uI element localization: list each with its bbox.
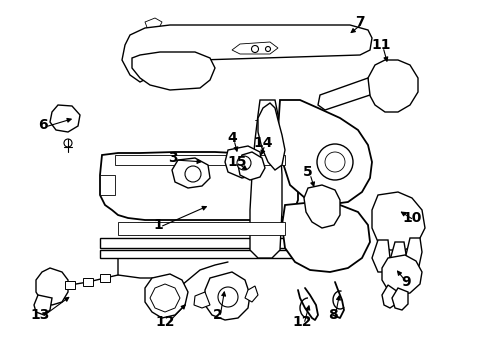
Polygon shape	[406, 238, 422, 268]
Polygon shape	[382, 255, 422, 295]
Text: 6: 6	[38, 118, 48, 132]
Polygon shape	[372, 192, 425, 250]
Polygon shape	[36, 268, 68, 305]
Polygon shape	[132, 52, 215, 90]
Polygon shape	[100, 238, 298, 248]
Polygon shape	[83, 278, 93, 286]
Polygon shape	[368, 60, 418, 112]
Text: 11: 11	[371, 38, 391, 52]
Text: 3: 3	[168, 151, 178, 165]
Circle shape	[64, 139, 72, 147]
Polygon shape	[100, 274, 110, 282]
Circle shape	[218, 287, 238, 307]
Polygon shape	[172, 158, 210, 188]
Polygon shape	[258, 103, 285, 170]
Text: 13: 13	[30, 308, 49, 322]
Polygon shape	[122, 25, 372, 82]
Polygon shape	[115, 155, 285, 165]
Text: 10: 10	[402, 211, 422, 225]
Text: 15: 15	[227, 155, 247, 169]
Text: 7: 7	[355, 15, 365, 29]
Text: 14: 14	[253, 136, 273, 150]
Circle shape	[266, 46, 270, 51]
Polygon shape	[390, 242, 407, 275]
Circle shape	[251, 45, 259, 53]
Polygon shape	[194, 292, 210, 308]
Text: 12: 12	[155, 315, 175, 329]
Polygon shape	[250, 100, 282, 258]
Polygon shape	[34, 295, 52, 315]
Polygon shape	[65, 281, 75, 289]
Polygon shape	[245, 286, 258, 302]
Polygon shape	[50, 105, 80, 132]
Polygon shape	[318, 78, 370, 110]
Polygon shape	[100, 175, 115, 195]
Polygon shape	[205, 272, 250, 320]
Text: 9: 9	[401, 275, 411, 289]
Circle shape	[317, 144, 353, 180]
Circle shape	[185, 166, 201, 182]
Text: 8: 8	[328, 308, 338, 322]
Polygon shape	[145, 274, 188, 318]
Polygon shape	[225, 146, 262, 178]
Text: 1: 1	[153, 218, 163, 232]
Polygon shape	[118, 222, 285, 235]
Circle shape	[325, 152, 345, 172]
Text: 4: 4	[227, 131, 237, 145]
Polygon shape	[282, 202, 370, 272]
Text: 12: 12	[292, 315, 312, 329]
Circle shape	[237, 156, 251, 170]
Text: 2: 2	[213, 308, 223, 322]
Polygon shape	[232, 42, 278, 54]
Polygon shape	[382, 285, 398, 308]
Polygon shape	[372, 240, 390, 272]
Polygon shape	[100, 152, 298, 220]
Text: 5: 5	[303, 165, 313, 179]
Polygon shape	[304, 185, 340, 228]
Polygon shape	[150, 284, 180, 312]
Polygon shape	[100, 250, 298, 258]
Polygon shape	[238, 152, 265, 180]
Polygon shape	[278, 100, 372, 205]
Polygon shape	[392, 288, 408, 310]
